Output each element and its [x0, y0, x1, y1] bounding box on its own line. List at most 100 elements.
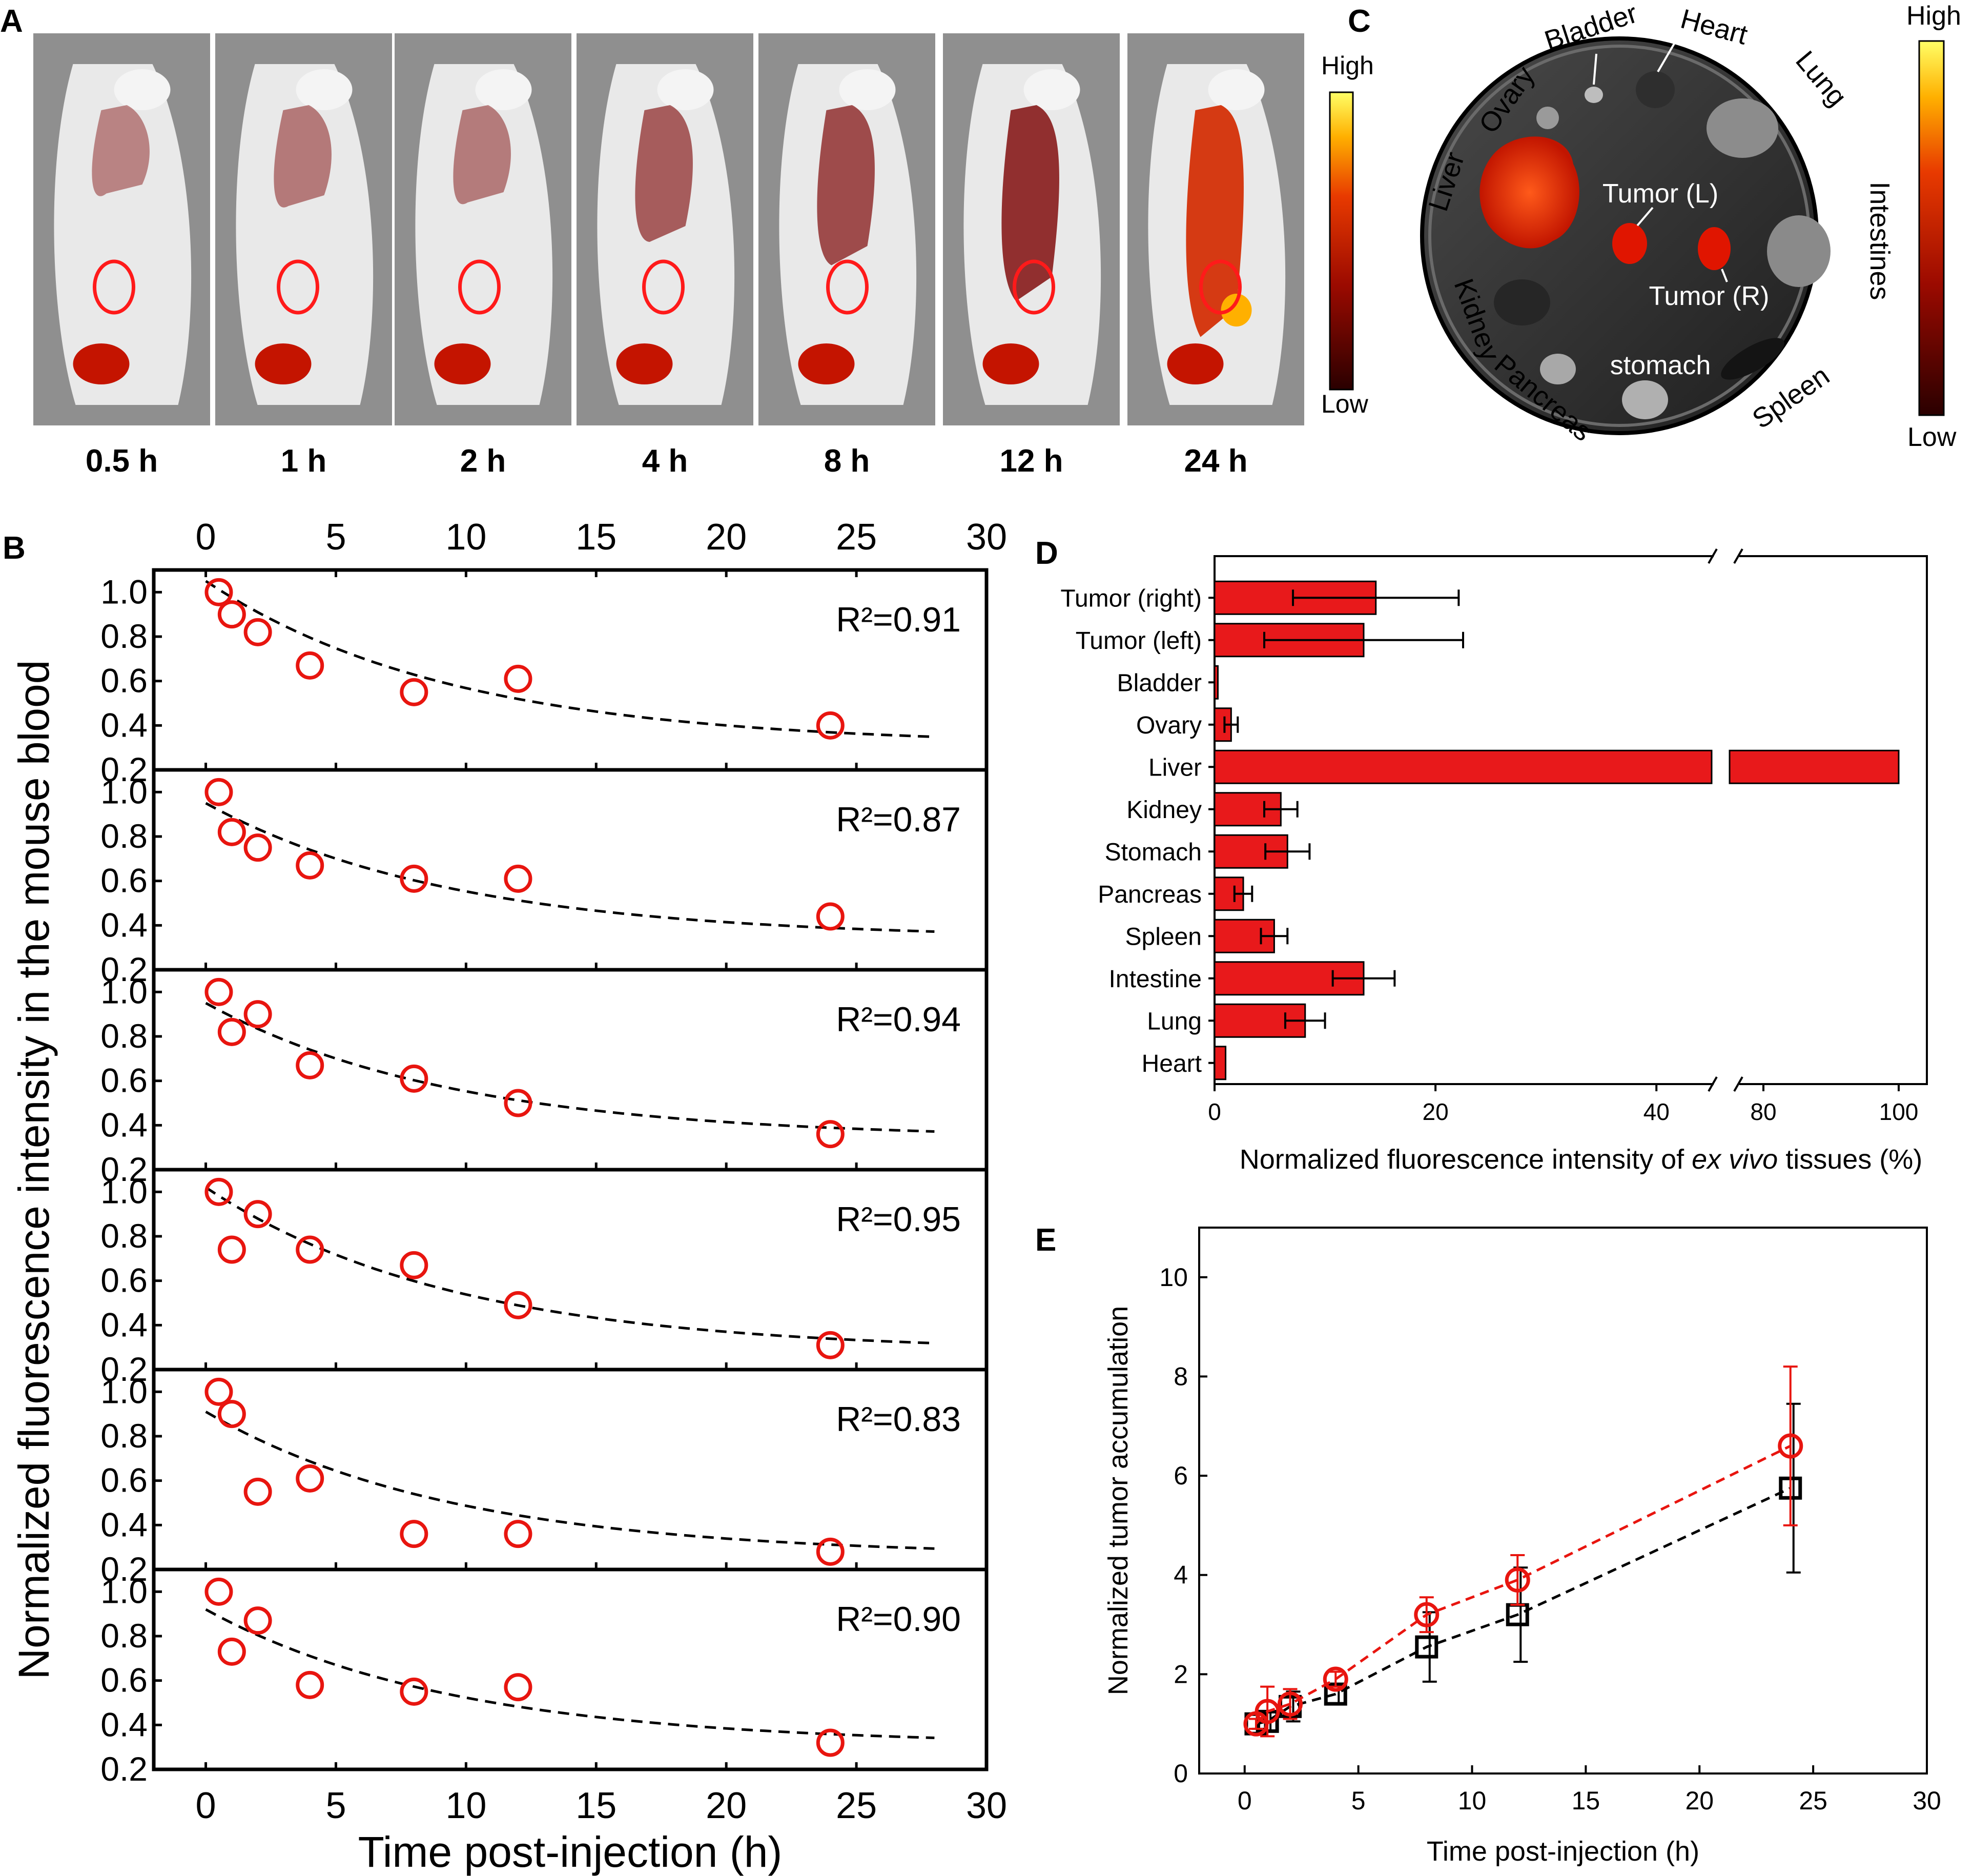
tumor-r-pointer [1721, 269, 1728, 282]
b-ytick-label-5-3: 0.8 [100, 1617, 148, 1655]
b-top-xtick-label-3: 15 [576, 517, 616, 558]
fluorescence-upper-1 [274, 105, 332, 208]
d-bar-11 [1214, 1046, 1227, 1080]
b-point-0-6 [816, 711, 845, 740]
d-category-label-6: Stomach [1105, 839, 1202, 866]
e-ytick-label-3: 6 [1174, 1461, 1188, 1490]
b-point-2-3 [296, 1051, 324, 1079]
e-ytick-label-5: 10 [1159, 1263, 1188, 1292]
timepoint-label-2: 2 h [460, 443, 506, 479]
fluorescence-bladder-0 [73, 343, 130, 384]
e-xtick-label-4: 20 [1685, 1786, 1714, 1815]
scale-low-label-a: Low [1321, 390, 1369, 418]
panel-label-b: B [3, 531, 26, 566]
e-marker-circles-3 [1323, 1666, 1348, 1692]
b-top-xtick-label-5: 25 [836, 517, 877, 558]
b-point-4-3 [296, 1464, 324, 1493]
b-bottom-xtick-label-5: 25 [836, 1785, 877, 1826]
mouse-body-2 [415, 64, 553, 405]
timepoint-label-4: 8 h [824, 443, 870, 479]
d-xlabel-suffix: tissues (%) [1778, 1144, 1922, 1175]
b-point-4-6 [816, 1537, 845, 1566]
b-point-1-6 [816, 902, 845, 931]
b-point-3-3 [296, 1235, 324, 1264]
mouse-image-strip: 0.5 h 1 h 2 h 4 h 8 h 12 h 24 h [33, 33, 1304, 479]
fluorescence-bladder-5 [982, 343, 1039, 384]
d-x-axis-label: Normalized fluorescence intensity of ex … [1240, 1144, 1923, 1175]
tumor-roi-circle-4 [826, 259, 869, 315]
e-series-line-squares [1256, 1487, 1791, 1725]
b-point-0-4 [400, 678, 428, 706]
mouse-ear-1 [296, 69, 353, 110]
b-point-5-0 [204, 1577, 233, 1606]
e-marker-circles-5 [1505, 1567, 1530, 1593]
d-xtick-label-2: 40 [1643, 1098, 1670, 1125]
b-ytick-label-3-3: 0.8 [100, 1217, 148, 1255]
b-point-4-0 [204, 1377, 233, 1406]
b-point-1-3 [296, 851, 324, 880]
d-break-mark-1 [1733, 548, 1743, 564]
b-ytick-label-5-2: 0.6 [100, 1661, 148, 1699]
d-xlabel-prefix: Normalized fluorescence intensity of [1240, 1144, 1692, 1175]
d-bottom-break-gap [1714, 1080, 1739, 1088]
organ-label-9: stomach [1610, 351, 1711, 380]
b-ytick-label-1-3: 0.8 [100, 817, 148, 855]
b-point-5-4 [400, 1677, 428, 1706]
mouse-ear-2 [475, 69, 532, 110]
heart-pointer [1657, 40, 1677, 73]
b-ytick-label-3-4: 1.0 [100, 1172, 148, 1210]
timepoint-label-0: 0.5 h [86, 443, 158, 479]
b-point-3-2 [243, 1200, 272, 1229]
e-xtick-label-2: 10 [1458, 1786, 1487, 1815]
bladder-pointer [1593, 53, 1597, 85]
d-bar-2 [1214, 665, 1219, 700]
mouse-body-1 [236, 64, 374, 405]
b-ytick-label-3-0: 0.2 [100, 1350, 148, 1388]
b-ytick-label-5-1: 0.4 [100, 1705, 148, 1743]
b-y-axis-label: Normalized fluorescence intensity in the… [10, 660, 58, 1679]
mouse-ear-6 [1208, 69, 1265, 110]
mouse-ear-5 [1023, 69, 1080, 110]
b-ytick-label-0-1: 0.4 [100, 706, 148, 744]
mouse-ear-0 [114, 69, 171, 110]
heart-organ [1636, 71, 1675, 108]
e-x-axis-label: Time post-injection (h) [1427, 1836, 1699, 1867]
fluorescence-bladder-6 [1167, 343, 1224, 384]
b-bottom-xtick-label-4: 20 [706, 1785, 747, 1826]
scale-low-label-c: Low [1907, 422, 1957, 452]
b-bottom-xtick-label-1: 5 [325, 1785, 346, 1826]
intestines-organ [1767, 215, 1831, 287]
d-xtick-label-0: 0 [1208, 1098, 1221, 1125]
e-xtick-label-6: 30 [1913, 1786, 1941, 1815]
b-r2-label-0: R²=0.91 [836, 600, 961, 639]
b-ytick-label-2-4: 1.0 [100, 972, 148, 1010]
fluorescence-bladder-4 [798, 343, 855, 384]
b-point-4-5 [504, 1520, 532, 1548]
d-break-mark-0 [1708, 548, 1718, 564]
b-fit-curve-3 [205, 1186, 935, 1344]
tumor-left-organ [1612, 223, 1647, 264]
d-category-label-7: Pancreas [1098, 881, 1202, 908]
b-r2-label-2: R²=0.94 [836, 1000, 961, 1039]
b-ytick-label-3-1: 0.4 [100, 1306, 148, 1343]
d-category-label-5: Kidney [1126, 797, 1202, 824]
b-point-0-2 [243, 618, 272, 646]
b-point-0-1 [217, 600, 246, 629]
panel-label-a: A [0, 4, 23, 39]
e-ytick-label-2: 4 [1174, 1561, 1188, 1589]
d-bar-4-left [1214, 749, 1713, 784]
organ-label-6: Intestines [1864, 181, 1895, 300]
fluorescence-upper-5 [1001, 105, 1059, 301]
d-xtick-label-3: 80 [1750, 1098, 1776, 1125]
d-category-label-0: Tumor (right) [1060, 585, 1202, 612]
b-point-2-0 [204, 977, 233, 1006]
b-fit-curve-1 [205, 802, 935, 933]
b-point-1-0 [204, 778, 233, 806]
tumor-right-organ [1698, 227, 1731, 270]
timepoint-label-6: 24 h [1184, 443, 1247, 479]
tumor-l-pointer [1636, 207, 1654, 227]
d-category-label-1: Tumor (left) [1076, 627, 1202, 655]
b-fit-curve-5 [205, 1608, 935, 1739]
b-point-2-2 [243, 1000, 272, 1029]
mouse-ear-3 [657, 69, 714, 110]
